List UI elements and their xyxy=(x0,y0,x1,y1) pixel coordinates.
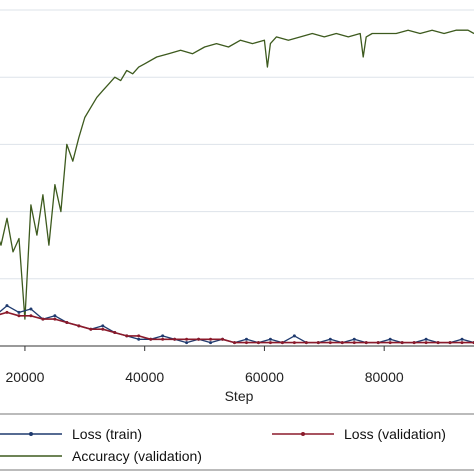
data-point xyxy=(328,337,332,341)
x-tick-label-0: 20000 xyxy=(5,369,44,385)
x-tick-label-3: 80000 xyxy=(365,369,404,385)
data-point xyxy=(400,341,404,345)
grid-layer xyxy=(0,9,474,280)
legend-marker-1 xyxy=(301,432,305,436)
data-point xyxy=(53,314,57,318)
legend: Loss (train) Loss (validation) Accuracy (v… xyxy=(0,413,474,471)
data-point xyxy=(29,314,33,318)
data-point xyxy=(89,327,93,331)
x-tick-layer: 20000 40000 60000 80000 xyxy=(5,346,404,385)
data-point xyxy=(304,341,308,345)
data-point xyxy=(137,334,141,338)
data-point xyxy=(460,341,464,345)
data-point xyxy=(197,337,201,341)
x-tick-label-1: 40000 xyxy=(125,369,164,385)
data-point xyxy=(5,310,9,314)
data-point xyxy=(53,317,57,321)
data-point xyxy=(161,334,165,338)
data-point xyxy=(137,337,141,341)
x-tick-label-2: 60000 xyxy=(245,369,284,385)
data-point xyxy=(412,341,416,345)
data-point xyxy=(268,341,272,345)
data-point xyxy=(29,307,33,311)
data-point xyxy=(65,320,69,324)
series-layer xyxy=(0,29,474,345)
data-point xyxy=(185,337,189,341)
data-point xyxy=(364,341,368,345)
legend-label-1: Loss (validation) xyxy=(344,426,446,442)
data-point xyxy=(17,314,21,318)
data-point xyxy=(268,337,272,341)
data-point xyxy=(352,341,356,345)
data-point xyxy=(113,331,117,335)
data-point xyxy=(292,341,296,345)
data-point xyxy=(436,341,440,345)
data-point xyxy=(233,341,236,345)
data-point xyxy=(221,337,225,341)
data-point xyxy=(161,337,165,341)
data-point xyxy=(388,337,392,341)
data-point xyxy=(185,341,189,345)
data-point xyxy=(173,337,177,341)
data-point xyxy=(101,327,105,331)
data-point xyxy=(149,337,153,341)
data-point xyxy=(424,337,428,341)
data-point xyxy=(448,341,452,345)
data-point xyxy=(77,324,81,328)
data-point xyxy=(328,341,332,345)
data-point xyxy=(340,341,344,345)
legend-label-2: Accuracy (validation) xyxy=(72,448,202,464)
data-point xyxy=(292,334,296,338)
data-point xyxy=(460,337,464,341)
data-point xyxy=(256,341,260,345)
data-point xyxy=(424,341,428,345)
data-point xyxy=(5,304,9,308)
x-axis-title: Step xyxy=(225,388,254,404)
legend-label-0: Loss (train) xyxy=(72,426,142,442)
data-point xyxy=(388,341,392,345)
data-point xyxy=(280,341,284,345)
legend-box xyxy=(0,413,474,471)
data-point xyxy=(244,341,248,345)
data-point xyxy=(41,317,45,321)
data-point xyxy=(352,337,356,341)
data-point xyxy=(125,334,129,338)
data-point xyxy=(316,341,320,345)
legend-marker-0 xyxy=(29,432,33,436)
data-point xyxy=(17,310,21,314)
data-point xyxy=(101,324,105,328)
data-point xyxy=(244,337,248,341)
data-point xyxy=(209,337,213,341)
series-line-accuracy-validation xyxy=(0,29,474,320)
data-point xyxy=(376,341,380,345)
data-point xyxy=(209,341,213,345)
